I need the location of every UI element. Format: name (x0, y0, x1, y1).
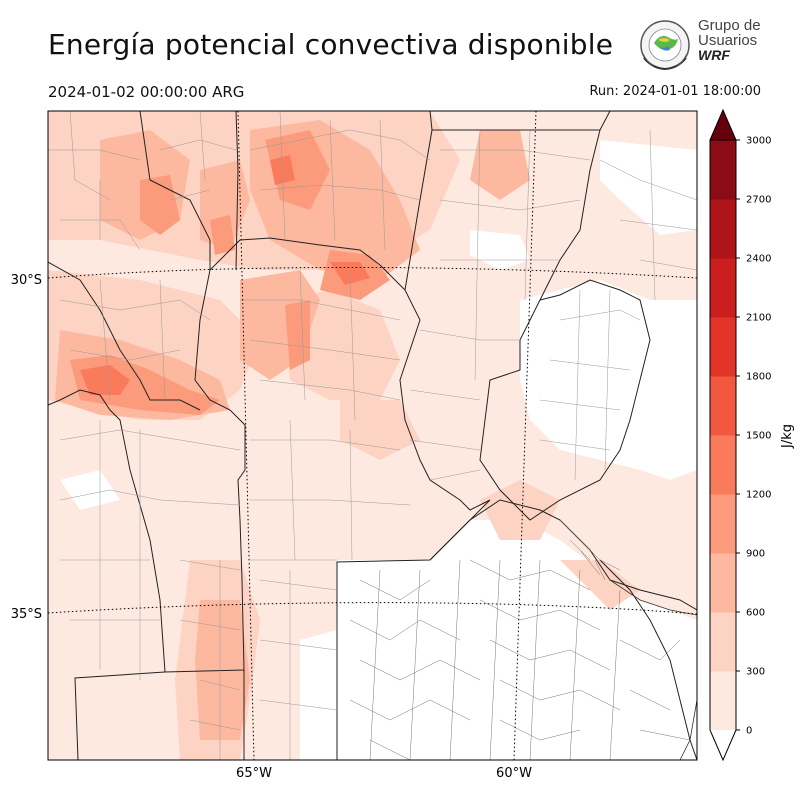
lat-label-30s: 30°S (11, 273, 42, 288)
department-boundaries (48, 111, 697, 760)
colorbar-extend-max (709, 108, 737, 141)
wrf-logo: Grupo de Usuarios WRF (636, 16, 766, 76)
colorbar-segment (710, 671, 736, 731)
colorbar-tick-label: 1200 (746, 490, 771, 501)
lon-label-65w: 65°W (236, 766, 272, 781)
colorbar-segment (710, 258, 736, 318)
lat-30s-line (48, 266, 697, 279)
map-frame (47, 110, 698, 761)
colorbar-tick-label: 0 (746, 726, 752, 737)
logo-text-line2: Usuarios (698, 32, 758, 49)
lon-65w-line (237, 111, 255, 760)
colorbar-tick-label: 1500 (746, 431, 771, 442)
colorbar-extend-min (709, 729, 737, 762)
colorbar-segment (710, 140, 736, 200)
logo-text-line3: WRF (698, 47, 730, 63)
colorbar-tick-label: 2700 (746, 195, 771, 206)
coastline (609, 579, 697, 760)
map-area (48, 111, 697, 760)
colorbar-segment (710, 199, 736, 259)
map-title: Energía potencial convectiva disponible (48, 28, 614, 61)
buenos-aires-partidos (349, 519, 691, 760)
colorbar-label: J/kg (780, 424, 795, 449)
colorbar-segment (710, 376, 736, 436)
colorbar-tick-label: 600 (746, 608, 765, 619)
colorbar-segment (710, 553, 736, 613)
colorbar-segment (710, 435, 736, 495)
colorbar-tick-label: 2400 (746, 254, 771, 265)
globe-emblem-icon (640, 20, 690, 71)
valid-time: 2024-01-02 00:00:00 ARG (48, 83, 245, 101)
colorbar-segment (710, 317, 736, 377)
graticule (48, 111, 697, 760)
lon-60w-line (513, 111, 537, 760)
colorbar-tick-label: 2100 (746, 313, 771, 324)
lat-35s-line (48, 602, 697, 615)
colorbar-tick-label: 3000 (746, 136, 771, 147)
run-time: Run: 2024-01-01 18:00:00 (589, 84, 761, 99)
colorbar-tick-label: 300 (746, 667, 765, 678)
logo-text-line1: Grupo de (698, 17, 761, 34)
colorbar-tick-label: 1800 (746, 372, 771, 383)
colorbar-tick-label: 900 (746, 549, 765, 560)
lat-label-35s: 35°S (11, 607, 42, 622)
lon-label-60w: 60°W (496, 766, 532, 781)
colorbar-segment (710, 612, 736, 672)
colorbar-segment (710, 494, 736, 554)
